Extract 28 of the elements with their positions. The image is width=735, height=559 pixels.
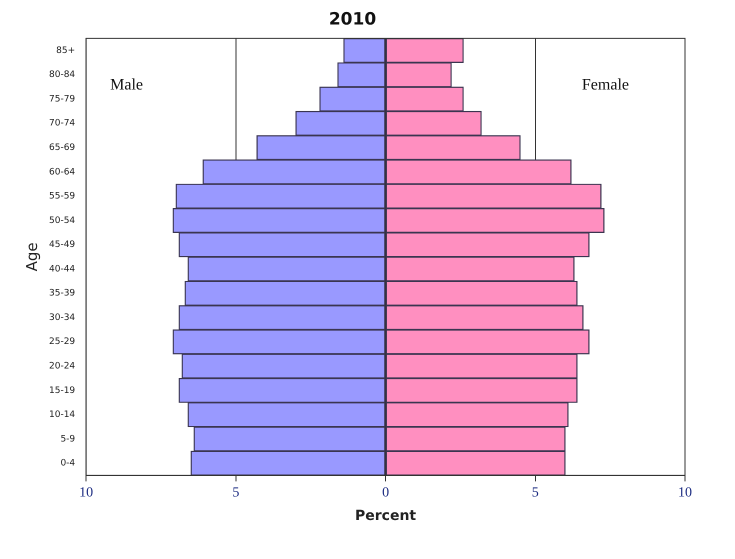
- y-tick-label: 70-74: [48, 118, 76, 129]
- y-tick-label: 10-14: [48, 410, 76, 420]
- y-tick-label: 50-54: [48, 216, 76, 226]
- y-axis-title: Age: [22, 242, 41, 272]
- x-tick-label: 5: [532, 485, 539, 500]
- x-tick-label: 0: [382, 485, 390, 500]
- y-tick-label: 15-19: [48, 386, 76, 396]
- x-tick-label: 10: [79, 485, 94, 500]
- y-tick-label: 45-49: [48, 240, 76, 250]
- chart-title: 2010: [328, 10, 376, 30]
- x-tick-label: 10: [678, 485, 692, 500]
- y-tick-label: 30-34: [48, 312, 76, 323]
- y-tick-label: 35-39: [48, 288, 76, 299]
- y-tick-label: 0-4: [60, 458, 76, 469]
- y-tick-label: 85+: [56, 46, 76, 56]
- x-tick-label: 5: [232, 485, 240, 500]
- y-tick-label: 40-44: [48, 264, 76, 274]
- y-tick-label: 25-29: [48, 337, 76, 348]
- annotation: Male: [110, 76, 144, 94]
- y-tick-label: 80-84: [48, 70, 76, 80]
- annotation: Female: [582, 76, 629, 94]
- y-tick-label: 75-79: [48, 94, 76, 104]
- y-tick-label: 60-64: [48, 167, 76, 178]
- y-tick-label: 55-59: [48, 192, 76, 202]
- x-axis-title: Percent: [355, 508, 416, 524]
- y-tick-label: 5-9: [60, 434, 76, 444]
- y-tick-label: 20-24: [48, 361, 76, 372]
- y-tick-label: 65-69: [48, 142, 76, 153]
